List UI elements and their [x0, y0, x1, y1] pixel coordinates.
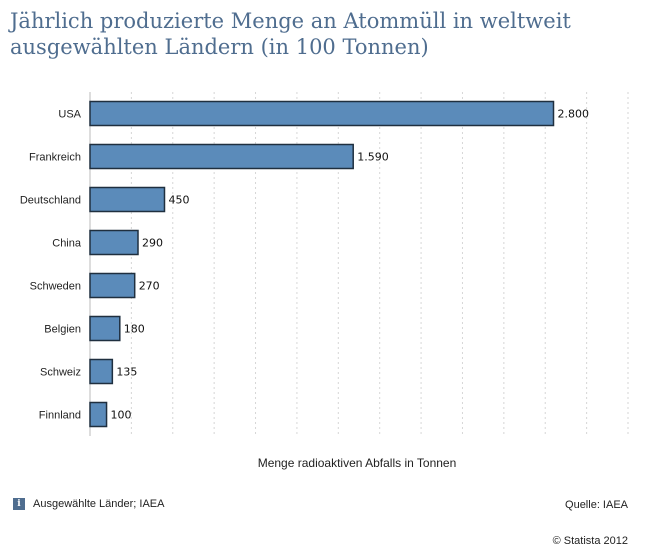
value-label: 2.800 [558, 108, 590, 121]
footer-note-text: Ausgewählte Länder; IAEA [33, 498, 165, 510]
category-label: Finnland [39, 410, 81, 422]
bar-schweden[interactable] [89, 272, 136, 299]
value-label: 135 [116, 366, 137, 379]
footer-note: i Ausgewählte Länder; IAEA [13, 498, 164, 510]
category-label: Schweiz [40, 367, 81, 379]
value-label: 290 [142, 237, 163, 250]
chart-title: Jährlich produzierte Menge an Atommüll i… [10, 9, 571, 59]
bar-deutschland[interactable] [89, 186, 166, 213]
bar-usa[interactable] [89, 100, 555, 127]
value-label: 270 [139, 280, 160, 293]
category-labels: USA Frankreich Deutschland China Schweden Bel… [20, 109, 82, 422]
value-labels: 2.800 1.590 450 290 270 180 135 100 [111, 108, 589, 422]
category-label: Schweden [30, 281, 81, 293]
bars [89, 100, 555, 428]
category-label: China [52, 238, 82, 250]
gridlines [89, 92, 629, 436]
source-label: Quelle: IAEA [565, 499, 628, 511]
copyright: © Statista 2012 [552, 535, 628, 547]
category-label: Belgien [44, 324, 81, 336]
bar-schweiz[interactable] [89, 358, 114, 385]
bar-china[interactable] [89, 229, 139, 256]
value-label: 180 [124, 323, 145, 336]
category-label: Frankreich [29, 152, 81, 164]
value-label: 100 [111, 409, 132, 422]
category-label: Deutschland [20, 195, 81, 207]
bar-belgien[interactable] [89, 315, 121, 342]
value-label: 450 [168, 194, 189, 207]
bar-frankreich[interactable] [89, 143, 354, 170]
bar-finnland[interactable] [89, 401, 108, 428]
value-label: 1.590 [357, 151, 389, 164]
x-axis-title: Menge radioaktiven Abfalls in Tonnen [258, 456, 457, 470]
info-icon[interactable]: i [13, 498, 25, 510]
category-label: USA [58, 109, 81, 121]
